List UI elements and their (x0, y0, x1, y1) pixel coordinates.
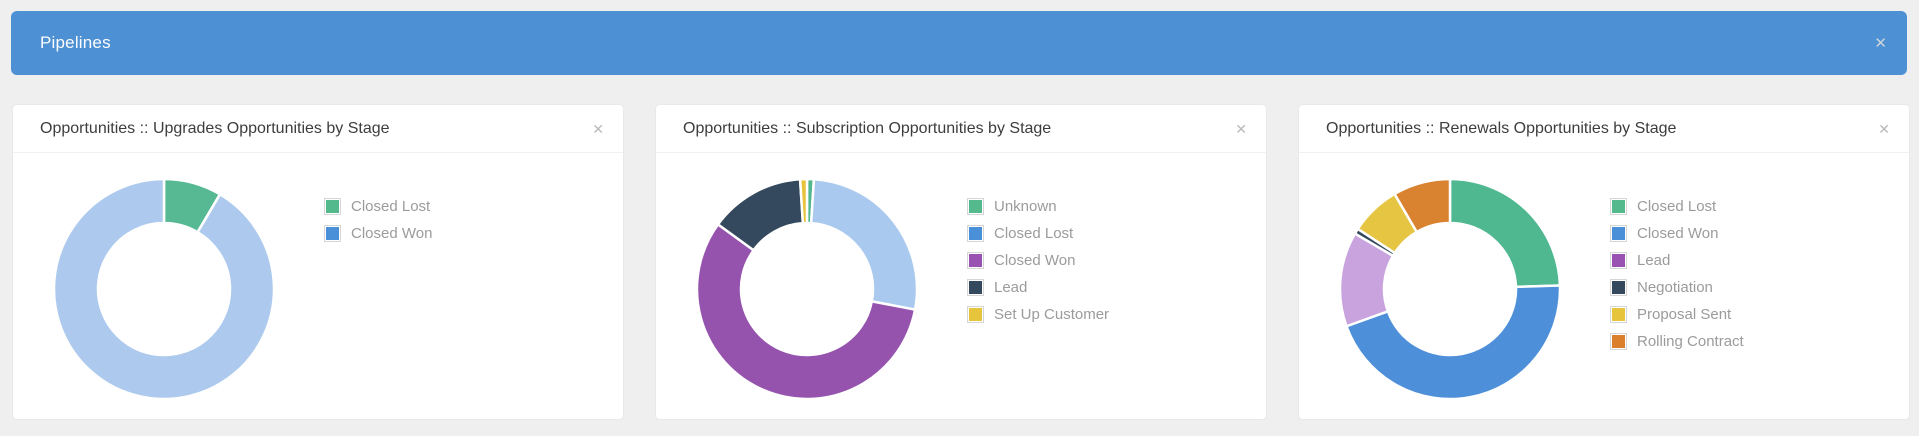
pipelines-panel-header: Pipelines ✕ (11, 11, 1907, 75)
legend-label: Closed Lost (351, 198, 431, 215)
legend-swatch (1610, 279, 1627, 296)
legend-swatch (324, 225, 341, 242)
donut-slice-closed-won[interactable] (54, 179, 274, 399)
close-icon[interactable]: ✕ (1878, 120, 1890, 137)
donut-slice-closed-lost[interactable] (809, 179, 917, 311)
donut-slice-closed-won[interactable] (697, 223, 917, 399)
chart-legend: Closed Lost Closed Won Lead Negotiation Prop… (1610, 198, 1744, 350)
donut-slice-closed-lost[interactable] (1448, 179, 1560, 289)
legend-label: Closed Won (994, 252, 1076, 269)
legend-item-closed-lost[interactable]: Closed Lost (324, 198, 432, 215)
legend-label: Closed Lost (994, 225, 1074, 242)
legend-label: Unknown (994, 198, 1057, 215)
card-body: Closed Lost Closed Won Lead Negotiation Prop… (1299, 153, 1909, 419)
legend-item-closed-lost[interactable]: Closed Lost (967, 225, 1109, 242)
card-body: Closed Lost Closed Won (13, 153, 623, 419)
legend-item-set-up-customer[interactable]: Set Up Customer (967, 306, 1109, 323)
close-icon[interactable]: ✕ (592, 120, 604, 137)
legend-item-closed-lost[interactable]: Closed Lost (1610, 198, 1744, 215)
legend-item-lead[interactable]: Lead (967, 279, 1109, 296)
card-title: Opportunities :: Subscription Opportunit… (683, 119, 1052, 137)
legend-label: Lead (1637, 252, 1671, 269)
legend-item-closed-won[interactable]: Closed Won (967, 252, 1109, 269)
legend-item-closed-won[interactable]: Closed Won (324, 225, 432, 242)
legend-item-rolling-contract[interactable]: Rolling Contract (1610, 333, 1744, 350)
card-subscription-opportunities: Opportunities :: Subscription Opportunit… (655, 104, 1267, 420)
legend-swatch (1610, 225, 1627, 242)
card-header: Opportunities :: Renewals Opportunities … (1299, 105, 1909, 153)
legend-label: Closed Won (351, 225, 433, 242)
legend-swatch (1610, 333, 1627, 350)
close-icon[interactable]: ✕ (1874, 34, 1887, 52)
legend-swatch (1610, 306, 1627, 323)
legend-swatch (967, 252, 984, 269)
card-body: Unknown Closed Lost Closed Won Lead Set Up C… (656, 153, 1266, 419)
legend-swatch (967, 306, 984, 323)
card-renewals-opportunities: Opportunities :: Renewals Opportunities … (1298, 104, 1910, 420)
legend-label: Lead (994, 279, 1028, 296)
donut-slice-set-up-customer[interactable] (798, 179, 809, 225)
donut-chart[interactable] (697, 179, 917, 399)
legend-label: Closed Won (1637, 225, 1719, 242)
card-header: Opportunities :: Subscription Opportunit… (656, 105, 1266, 153)
legend-swatch (324, 198, 341, 215)
panel-title: Pipelines (40, 33, 111, 52)
legend-swatch (1610, 198, 1627, 215)
donut-slice-rolling-contract[interactable] (1393, 179, 1452, 234)
legend-label: Proposal Sent (1637, 306, 1732, 323)
legend-swatch (967, 225, 984, 242)
card-title: Opportunities :: Renewals Opportunities … (1326, 119, 1677, 137)
legend-label: Rolling Contract (1637, 333, 1744, 350)
legend-swatch (967, 279, 984, 296)
chart-legend: Unknown Closed Lost Closed Won Lead Set Up C… (967, 198, 1109, 323)
close-icon[interactable]: ✕ (1235, 120, 1247, 137)
donut-chart[interactable] (1340, 179, 1560, 399)
legend-label: Set Up Customer (994, 306, 1110, 323)
legend-label: Negotiation (1637, 279, 1713, 296)
donut-chart[interactable] (54, 179, 274, 399)
card-upgrades-opportunities: Opportunities :: Upgrades Opportunities … (12, 104, 624, 420)
dashlet-row: Opportunities :: Upgrades Opportunities … (12, 104, 1910, 420)
legend-item-unknown[interactable]: Unknown (967, 198, 1109, 215)
legend-item-proposal-sent[interactable]: Proposal Sent (1610, 306, 1744, 323)
donut-slice-closed-won[interactable] (1345, 284, 1561, 399)
card-title: Opportunities :: Upgrades Opportunities … (40, 119, 390, 137)
legend-swatch (1610, 252, 1627, 269)
legend-item-negotiation[interactable]: Negotiation (1610, 279, 1744, 296)
chart-legend: Closed Lost Closed Won (324, 198, 432, 242)
legend-item-lead[interactable]: Lead (1610, 252, 1744, 269)
legend-item-closed-won[interactable]: Closed Won (1610, 225, 1744, 242)
card-header: Opportunities :: Upgrades Opportunities … (13, 105, 623, 153)
legend-label: Closed Lost (1637, 198, 1717, 215)
legend-swatch (967, 198, 984, 215)
